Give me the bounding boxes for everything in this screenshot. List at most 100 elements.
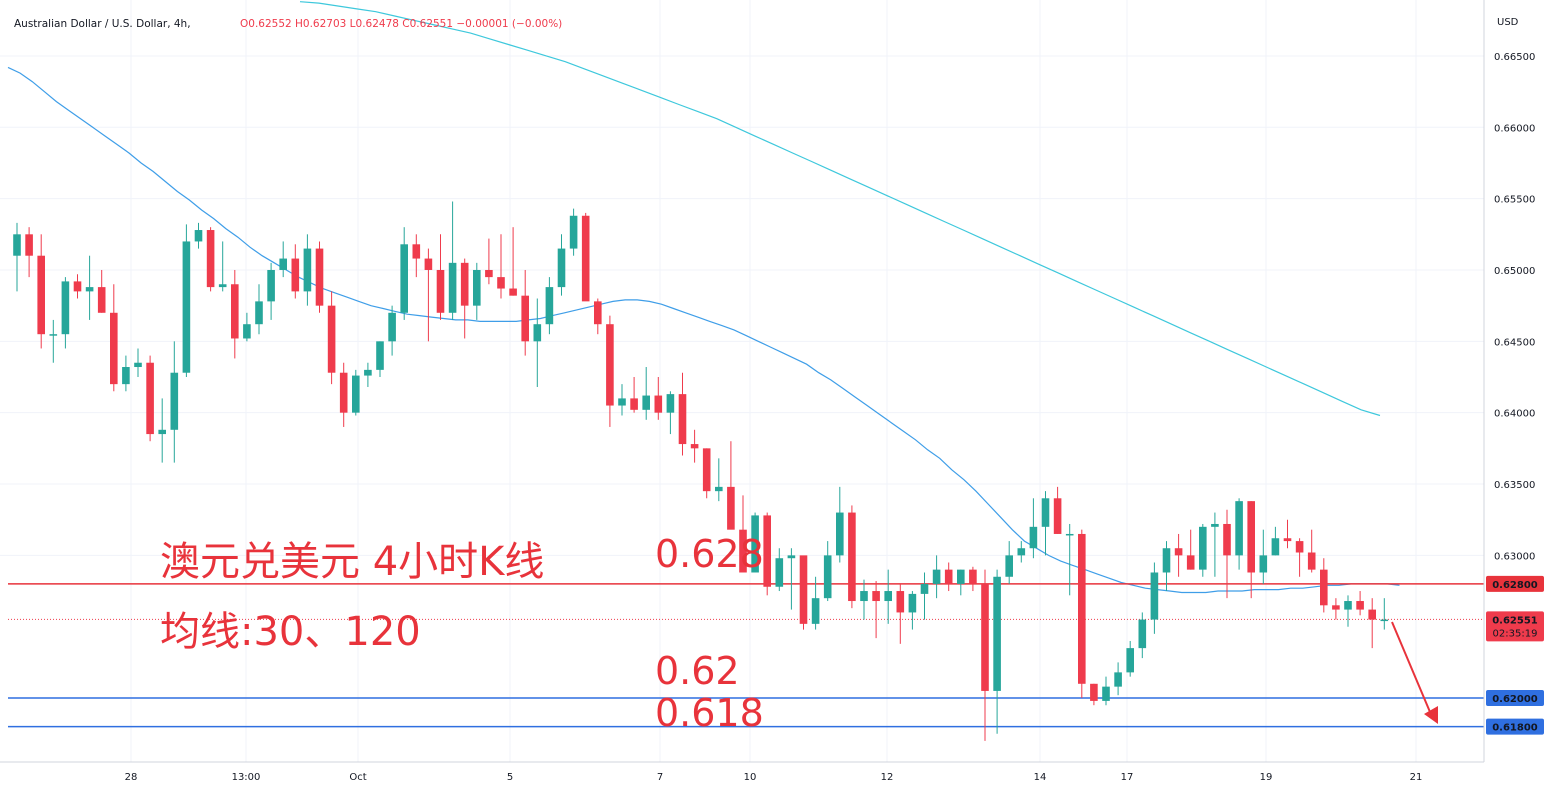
candle[interactable] bbox=[13, 222, 21, 292]
candle[interactable] bbox=[1223, 509, 1231, 599]
candle[interactable] bbox=[581, 212, 590, 302]
candle[interactable] bbox=[327, 291, 336, 385]
candle[interactable] bbox=[848, 505, 856, 609]
candle[interactable] bbox=[981, 569, 989, 741]
price-axis-panel[interactable] bbox=[1484, 0, 1555, 762]
candle[interactable] bbox=[485, 238, 493, 285]
candle[interactable] bbox=[1138, 612, 1147, 659]
candle[interactable] bbox=[957, 569, 965, 596]
candle[interactable] bbox=[243, 312, 251, 342]
candle[interactable] bbox=[1259, 529, 1268, 584]
candle[interactable] bbox=[557, 234, 566, 296]
candle[interactable] bbox=[860, 579, 868, 620]
candle[interactable] bbox=[134, 348, 142, 377]
candle[interactable] bbox=[715, 458, 723, 502]
candle[interactable] bbox=[388, 305, 396, 356]
candles[interactable] bbox=[13, 201, 1389, 741]
candle[interactable] bbox=[727, 441, 735, 530]
candle[interactable] bbox=[315, 241, 324, 313]
candle[interactable] bbox=[1271, 526, 1280, 556]
candle[interactable] bbox=[1356, 591, 1364, 616]
candle[interactable] bbox=[799, 555, 808, 630]
candle[interactable] bbox=[920, 572, 929, 620]
candle[interactable] bbox=[352, 369, 360, 416]
candle[interactable] bbox=[1162, 541, 1171, 592]
candle[interactable] bbox=[969, 566, 977, 592]
candle[interactable] bbox=[376, 341, 384, 377]
candle[interactable] bbox=[823, 541, 832, 602]
candle[interactable] bbox=[1065, 523, 1074, 596]
candle[interactable] bbox=[993, 569, 1001, 734]
candle[interactable] bbox=[1320, 558, 1328, 613]
candle[interactable] bbox=[436, 234, 445, 320]
candle[interactable] bbox=[206, 227, 215, 292]
candle[interactable] bbox=[654, 377, 663, 420]
candle[interactable] bbox=[412, 234, 421, 278]
candle[interactable] bbox=[533, 298, 542, 387]
candle[interactable] bbox=[1078, 529, 1086, 699]
candle[interactable] bbox=[1283, 519, 1292, 549]
candle[interactable] bbox=[666, 391, 675, 435]
candle[interactable] bbox=[944, 562, 953, 592]
candle[interactable] bbox=[739, 495, 747, 573]
candle[interactable] bbox=[1186, 529, 1195, 570]
candle[interactable] bbox=[400, 227, 408, 320]
candle[interactable] bbox=[61, 277, 70, 349]
candle[interactable] bbox=[606, 315, 614, 427]
candle[interactable] bbox=[97, 269, 106, 313]
candle[interactable] bbox=[1174, 533, 1183, 577]
candle[interactable] bbox=[908, 591, 917, 630]
candle[interactable] bbox=[1199, 523, 1207, 577]
candle[interactable] bbox=[1090, 683, 1098, 706]
candle[interactable] bbox=[690, 429, 699, 463]
candle[interactable] bbox=[1150, 562, 1159, 634]
candle[interactable] bbox=[872, 581, 880, 639]
candle[interactable] bbox=[364, 362, 372, 387]
candle[interactable] bbox=[521, 269, 529, 356]
candle[interactable] bbox=[339, 362, 348, 427]
candle[interactable] bbox=[279, 241, 287, 278]
candle[interactable] bbox=[775, 548, 784, 592]
candle[interactable] bbox=[267, 262, 275, 320]
candle[interactable] bbox=[509, 227, 517, 296]
candle[interactable] bbox=[37, 234, 45, 349]
candle[interactable] bbox=[1247, 501, 1255, 599]
candle[interactable] bbox=[545, 277, 554, 335]
candle[interactable] bbox=[146, 355, 154, 442]
candle[interactable] bbox=[1029, 498, 1038, 559]
candle[interactable] bbox=[497, 234, 505, 299]
candle[interactable] bbox=[255, 284, 263, 335]
candle[interactable] bbox=[811, 576, 820, 630]
horizontal-levels[interactable] bbox=[8, 583, 1484, 728]
candle[interactable] bbox=[460, 258, 469, 339]
candle[interactable] bbox=[1368, 598, 1376, 649]
candle[interactable] bbox=[85, 255, 94, 320]
candle[interactable] bbox=[424, 248, 433, 342]
candle[interactable] bbox=[896, 583, 905, 644]
candle[interactable] bbox=[1053, 486, 1062, 534]
candle[interactable] bbox=[158, 398, 166, 463]
candle[interactable] bbox=[1114, 662, 1122, 696]
candle[interactable] bbox=[473, 262, 481, 320]
candle[interactable] bbox=[218, 241, 227, 292]
candle[interactable] bbox=[1211, 512, 1219, 577]
candle[interactable] bbox=[1017, 541, 1026, 563]
candle[interactable] bbox=[594, 298, 602, 335]
candle[interactable] bbox=[618, 384, 626, 416]
candle[interactable] bbox=[1307, 529, 1316, 573]
candle[interactable] bbox=[170, 341, 179, 463]
candle[interactable] bbox=[231, 269, 239, 359]
candle[interactable] bbox=[110, 284, 118, 392]
candle[interactable] bbox=[751, 512, 759, 573]
candle[interactable] bbox=[1041, 491, 1050, 556]
candle[interactable] bbox=[1332, 598, 1340, 620]
candle[interactable] bbox=[1344, 595, 1352, 627]
candle[interactable] bbox=[1235, 498, 1243, 570]
candle[interactable] bbox=[642, 367, 650, 420]
candle[interactable] bbox=[194, 222, 203, 249]
candle[interactable] bbox=[182, 224, 191, 377]
candle[interactable] bbox=[836, 486, 844, 563]
candle[interactable] bbox=[1126, 640, 1134, 677]
candle[interactable] bbox=[932, 555, 941, 599]
